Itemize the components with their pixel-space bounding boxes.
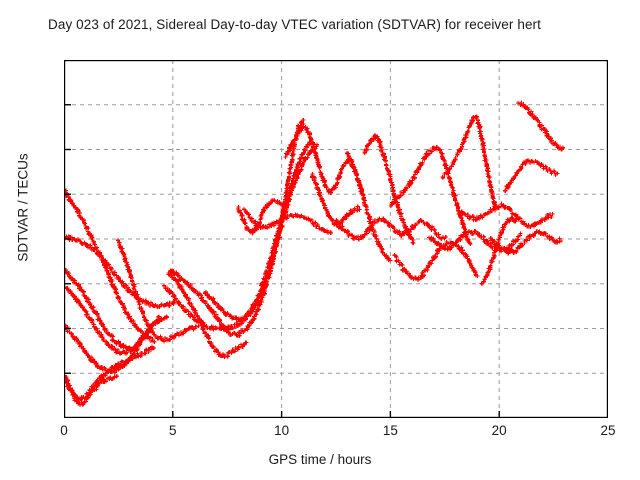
x-tick-label: 25 <box>600 423 616 438</box>
chart-title: Day 023 of 2021, Sidereal Day-to-day VTE… <box>48 17 541 32</box>
plot-area <box>64 60 608 418</box>
data-points <box>64 100 566 408</box>
x-axis-label: GPS time / hours <box>268 452 372 467</box>
x-tick-label: 15 <box>382 423 398 438</box>
x-tick-label: 5 <box>169 423 177 438</box>
x-tick-label: 20 <box>491 423 507 438</box>
plot-svg <box>64 60 608 418</box>
y-axis-label: SDTVAR / TECUs <box>15 153 31 262</box>
x-tick-label: 10 <box>274 423 290 438</box>
x-tick-label: 0 <box>60 423 68 438</box>
